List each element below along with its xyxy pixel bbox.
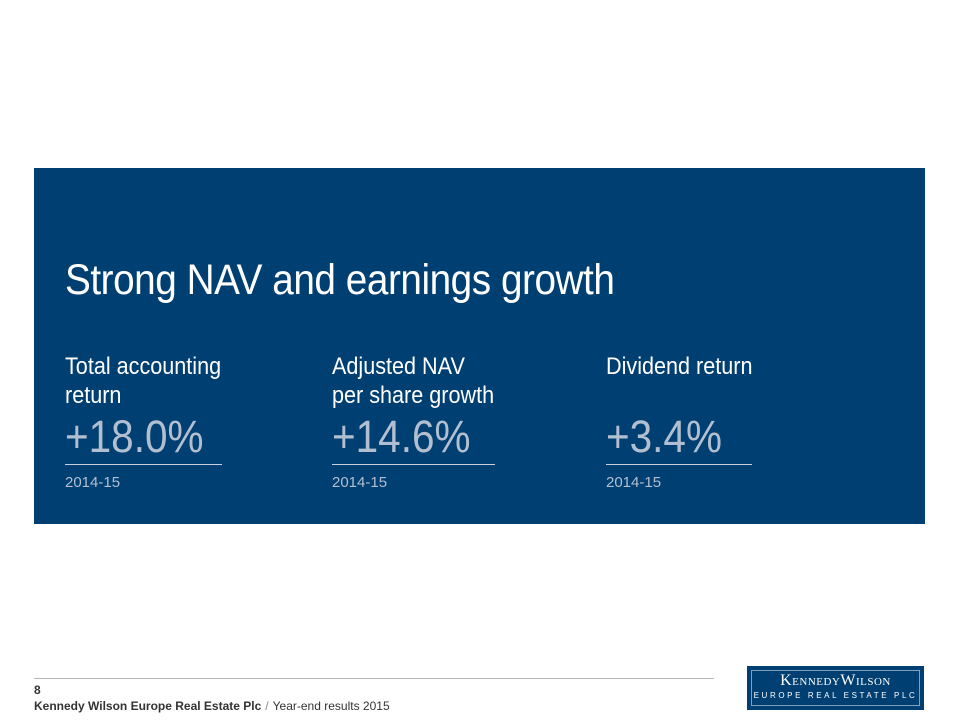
logo-frame (751, 670, 920, 706)
logo-subtitle: EUROPE REAL ESTATE PLC (753, 691, 918, 700)
metric-label-line1: Total accounting (65, 353, 222, 380)
footer-document: Year-end results 2015 (272, 699, 390, 713)
metric-label: Total accounting return (65, 352, 221, 410)
slide-title: Strong NAV and earnings growth (65, 256, 615, 304)
metric-label: Dividend return (606, 352, 752, 381)
metric-label-line2: return (65, 382, 122, 409)
footer-separator: / (265, 699, 269, 713)
logo-name: KennedyWilson (748, 672, 923, 690)
metric-value: +18.0% (65, 411, 204, 462)
metric-period: 2014-15 (606, 474, 662, 491)
metric-label-line2: per share growth (332, 382, 495, 409)
metric-value: +3.4% (606, 411, 722, 462)
metric-divider (65, 464, 222, 465)
metric-label: Adjusted NAV per share growth (332, 352, 494, 410)
footer-divider (34, 678, 714, 679)
metric-divider (606, 464, 752, 465)
highlight-panel: Strong NAV and earnings growth Total acc… (34, 168, 925, 524)
metric-label-line1: Adjusted NAV (332, 353, 465, 380)
metric-divider (332, 464, 495, 465)
page-number: 8 (34, 683, 41, 697)
metric-period: 2014-15 (332, 474, 388, 491)
footer-company: Kennedy Wilson Europe Real Estate Plc (34, 699, 262, 713)
metric-value: +14.6% (332, 411, 471, 462)
footer-caption: Kennedy Wilson Europe Real Estate Plc / Ye… (34, 699, 390, 713)
logo-name-text: KennedyWilson (780, 672, 891, 689)
metric-label-line1: Dividend return (606, 353, 753, 380)
metric-period: 2014-15 (65, 474, 121, 491)
company-logo: KennedyWilson EUROPE REAL ESTATE PLC (747, 666, 924, 710)
